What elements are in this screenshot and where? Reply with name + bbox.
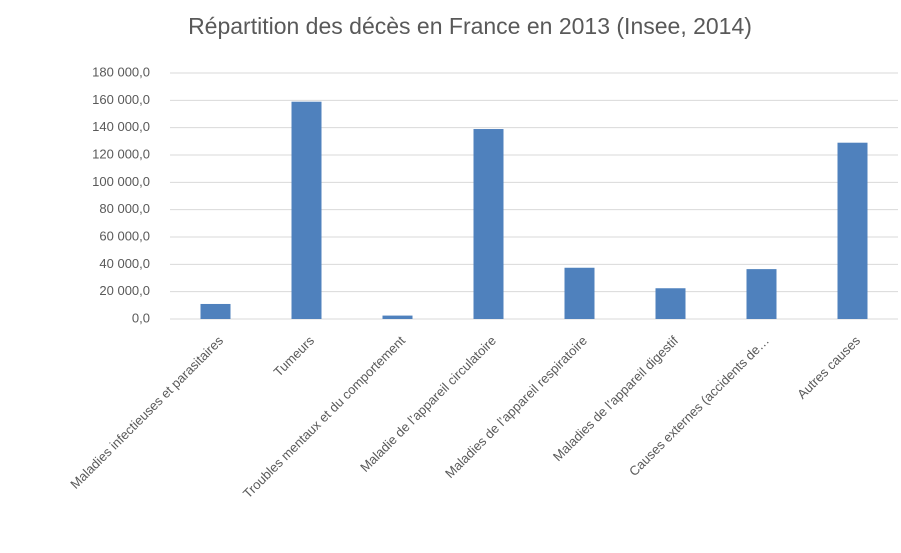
bar	[382, 315, 413, 319]
bar	[837, 142, 868, 319]
y-tick-label: 60 000,0	[99, 228, 150, 243]
y-tick-label: 0,0	[132, 310, 150, 325]
y-tick-label: 160 000,0	[92, 92, 150, 107]
x-tick-label: Troubles mentaux et du comportement	[240, 333, 408, 501]
x-tick-label: Maladies de l’appareil respiratoire	[442, 333, 590, 481]
y-tick-label: 180 000,0	[92, 64, 150, 79]
bar	[746, 269, 777, 319]
bar	[291, 101, 322, 319]
x-tick-label: Autres causes	[794, 333, 863, 402]
chart-title: Répartition des décès en France en 2013 …	[188, 13, 752, 39]
bar	[473, 129, 504, 319]
y-tick-label: 40 000,0	[99, 256, 150, 271]
y-tick-label: 80 000,0	[99, 201, 150, 216]
bar	[564, 267, 595, 319]
y-tick-label: 20 000,0	[99, 283, 150, 298]
bar	[200, 303, 231, 319]
x-tick-label: Maladies infectieuses et parasitaires	[67, 333, 226, 492]
y-tick-label: 100 000,0	[92, 174, 150, 189]
bar	[655, 288, 686, 319]
y-tick-label: 120 000,0	[92, 146, 150, 161]
y-tick-label: 140 000,0	[92, 119, 150, 134]
x-tick-label: Tumeurs	[271, 333, 318, 380]
